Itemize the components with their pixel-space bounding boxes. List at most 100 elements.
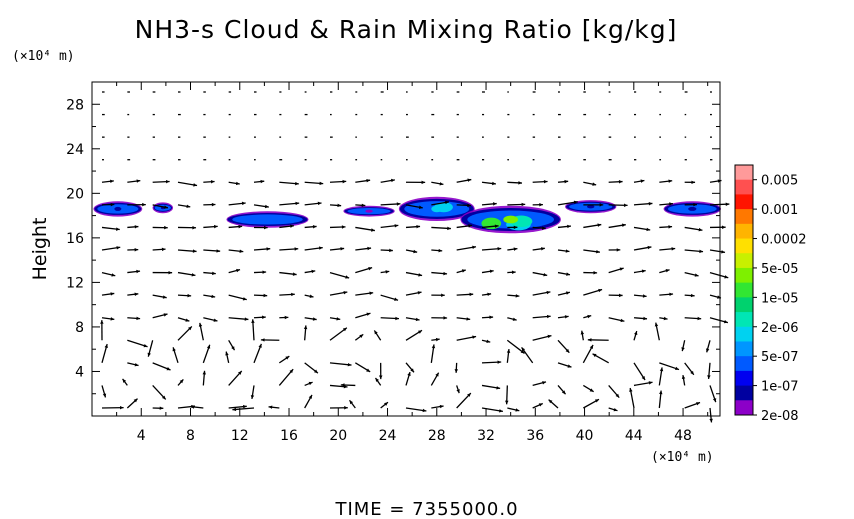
colorbar-swatch [735, 282, 753, 298]
wind-vector-head [521, 202, 526, 207]
wind-vector-head [268, 405, 273, 409]
wind-vector-head [211, 294, 216, 299]
wind-vector-head [541, 247, 545, 251]
wind-vector-head [565, 348, 570, 353]
wind-vector-head [291, 292, 295, 297]
wind-vector-field [100, 91, 730, 423]
wind-vector-head [567, 364, 572, 368]
wind-vector-head [147, 352, 151, 357]
wind-vector-head [435, 337, 440, 342]
wind-vector-head [618, 180, 623, 184]
wind-vector-head [486, 339, 491, 344]
wind-vector-head [344, 406, 348, 410]
wind-vector-head [497, 360, 502, 364]
wind-vector-head [573, 200, 578, 205]
colorbar-swatch [735, 267, 753, 284]
wind-vector-head [165, 179, 170, 184]
wind-vector-head [340, 383, 345, 387]
wind-vector-head [110, 292, 115, 296]
wind-vector-head [211, 202, 216, 207]
wind-vector-head [308, 394, 312, 399]
colorbar-swatch [735, 209, 753, 225]
wind-vector-head [361, 203, 366, 208]
wind-vector-head [489, 315, 494, 320]
colorbar-label: 5e-07 [761, 350, 799, 365]
wind-vector-head [489, 269, 494, 274]
wind-vector-head [565, 249, 570, 253]
wind-vector-head [162, 295, 167, 299]
wind-vector-head [384, 402, 388, 406]
wind-vector-head [681, 375, 686, 379]
wind-vector-head [163, 313, 168, 317]
wind-vector-head [548, 399, 553, 404]
wind-vector-head [312, 225, 317, 229]
wind-vector-head [416, 224, 421, 229]
wind-vector-head [187, 293, 192, 298]
wind-vector-head [284, 315, 289, 320]
cloud-layer [93, 196, 721, 234]
wind-vector-head [435, 372, 439, 377]
wind-vector-head [192, 225, 197, 230]
wind-vector-head [472, 245, 477, 250]
wind-vector-head [142, 202, 146, 207]
wind-vector-head [431, 344, 436, 349]
wind-vector-head [721, 250, 726, 254]
wind-vector-head [367, 246, 372, 251]
wind-vector-head [216, 249, 221, 253]
wind-vector-head [394, 297, 399, 301]
wind-vector-head [418, 330, 423, 334]
wind-vector-head [235, 181, 240, 186]
wind-vector-head [258, 343, 262, 348]
wind-vector-head [236, 268, 241, 273]
wind-vector-head [119, 405, 124, 410]
wind-vector-head [311, 269, 316, 274]
wind-vector-head [699, 249, 704, 254]
y-tick-label: 28 [66, 97, 84, 113]
wind-vector-head [467, 203, 471, 208]
colorbar-swatch [735, 194, 753, 210]
wind-vector-head [366, 368, 371, 372]
x-unit-label: (×10⁴ m) [651, 450, 714, 465]
wind-vector-head [122, 378, 127, 383]
wind-vector-head [694, 273, 699, 277]
wind-vector-head [238, 370, 242, 375]
wind-vector-head [159, 406, 164, 410]
wind-vector-head [589, 388, 594, 392]
wind-vector-head [668, 225, 673, 229]
wind-vector-head [314, 369, 318, 374]
wind-vector-head [461, 269, 466, 273]
colorbar-swatch [735, 223, 753, 240]
wind-vector-head [238, 224, 243, 229]
wind-vector-head [407, 372, 411, 376]
colorbar-label: 0.005 [761, 174, 798, 189]
wind-vector-head [641, 376, 646, 381]
colorbar-swatch [735, 341, 753, 357]
wind-vector-head [308, 381, 313, 386]
wind-vector-head [342, 327, 347, 332]
wind-vector-head [349, 400, 354, 405]
wind-vector-head [616, 248, 621, 252]
wind-vector-head [244, 317, 249, 321]
cloud-core [114, 206, 122, 211]
wind-vector-head [468, 224, 473, 228]
chart-title: NH3-s Cloud & Rain Mixing Ratio [kg/kg] [135, 15, 678, 44]
wind-vector-head [592, 353, 597, 358]
wind-vector-head [116, 246, 121, 250]
wind-vector-head [542, 226, 546, 230]
wind-vector-head [212, 271, 216, 276]
wind-vector-head [668, 179, 673, 183]
wind-vector-head [546, 314, 551, 319]
wind-vector-head [342, 179, 347, 184]
wind-vector-head [587, 338, 592, 342]
wind-vector-head [210, 179, 215, 184]
wind-vector-head [366, 312, 371, 316]
wind-vector-head [225, 351, 229, 356]
wind-vector-head [100, 320, 104, 324]
wind-vector-head [593, 271, 598, 275]
x-tick-label: 20 [329, 428, 347, 444]
wind-vector-head [421, 180, 426, 185]
wind-vector-head [642, 294, 647, 298]
wind-vector-head [262, 270, 267, 274]
wind-vector-head [295, 201, 300, 206]
wind-vector-head [290, 224, 294, 228]
